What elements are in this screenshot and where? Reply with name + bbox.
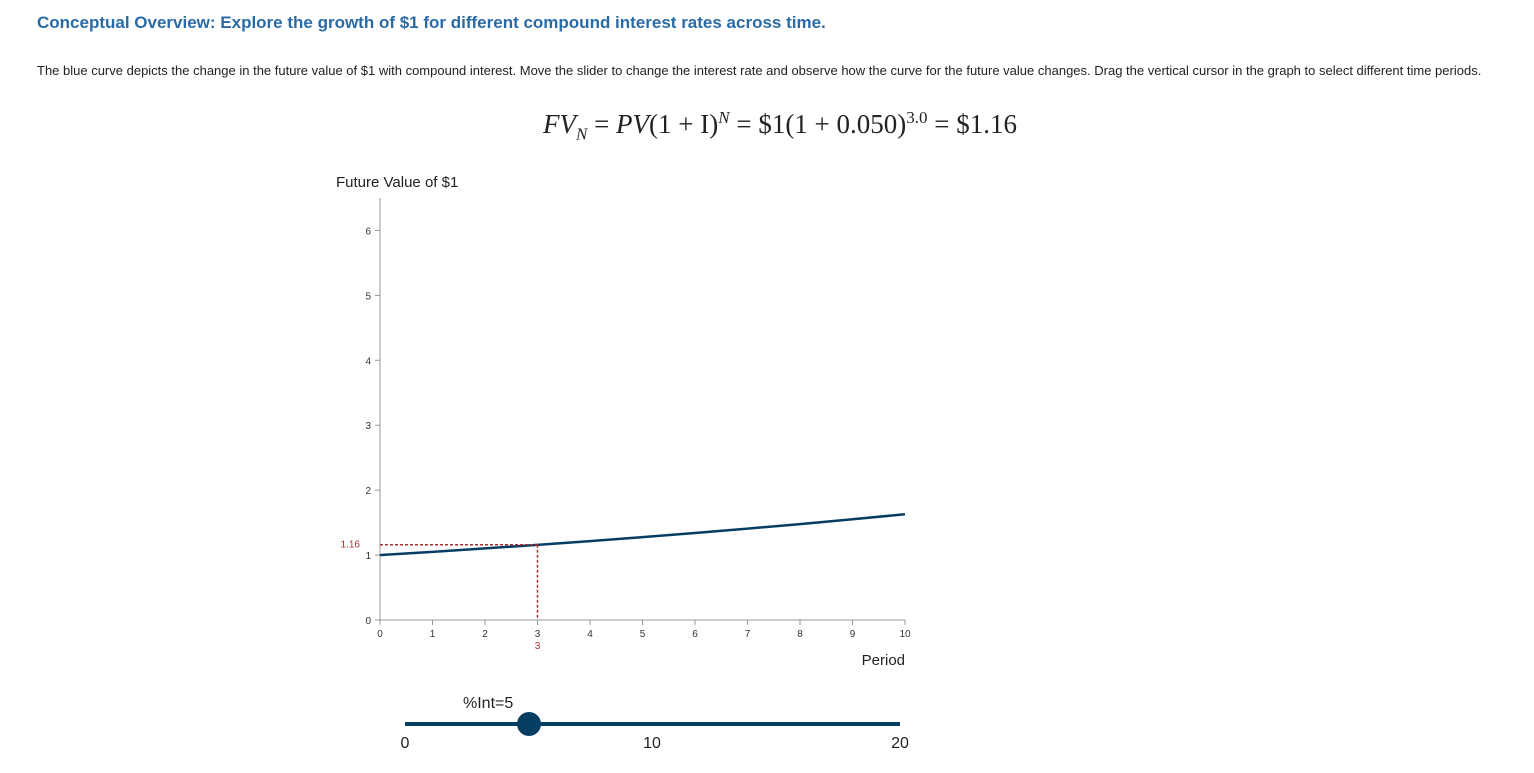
slider-tick-mid: 10 — [643, 735, 661, 752]
formula-exp-val: 3.0 — [906, 108, 928, 127]
formula-eq1: = — [587, 109, 617, 139]
chart-title: Future Value of $1 — [336, 174, 458, 191]
x-tick-label: 1 — [430, 629, 436, 640]
formula: FVN = PV(1 + I)N = $1(1 + 0.050)3.0 = $1… — [0, 108, 1534, 144]
x-tick-label: 8 — [797, 629, 803, 640]
x-tick-label: 7 — [745, 629, 751, 640]
x-tick-label: 5 — [640, 629, 646, 640]
slider-label: %Int=5 — [463, 695, 514, 712]
formula-fv-sub: N — [575, 124, 588, 144]
cursor-x-label: 3 — [535, 641, 541, 652]
x-tick-label: 2 — [482, 629, 488, 640]
formula-exp-n: N — [718, 108, 730, 127]
future-value-line — [379, 513, 906, 557]
cursor-y-label: 1.16 — [341, 540, 361, 551]
y-tick-label: 3 — [365, 421, 371, 432]
description-text: The blue curve depicts the change in the… — [37, 63, 1482, 78]
x-tick-label: 9 — [850, 629, 856, 640]
x-tick-label: 4 — [587, 629, 593, 640]
x-tick-label: 6 — [692, 629, 698, 640]
y-tick-label: 6 — [365, 226, 371, 237]
slider-track[interactable] — [405, 722, 900, 726]
interest-slider[interactable]: %Int=5 0 10 20 — [401, 690, 909, 760]
slider-thumb[interactable] — [516, 712, 541, 736]
x-axis-label: Period — [862, 652, 905, 669]
formula-result: = $1.16 — [927, 109, 1018, 139]
slider-tick-max: 20 — [891, 735, 909, 752]
formula-pv: PV — [616, 109, 650, 139]
formula-paren: (1 + I) — [649, 109, 719, 139]
y-tick-label: 0 — [365, 616, 371, 627]
y-tick-label: 2 — [365, 486, 371, 497]
x-tick-label: 0 — [377, 629, 383, 640]
slider-tick-min: 0 — [400, 735, 410, 752]
axes: 0 1 2 3 4 5 6 0 1 2 3 4 5 6 7 8 9 10 — [365, 198, 911, 640]
y-tick-label: 1 — [365, 551, 371, 562]
y-tick-label: 5 — [365, 291, 371, 302]
x-tick-label: 3 — [535, 629, 541, 640]
series-layer — [379, 513, 906, 557]
page-title: Conceptual Overview: Explore the growth … — [37, 13, 826, 32]
y-tick-label: 4 — [365, 356, 371, 367]
cursor-layer[interactable]: 1.16 3 — [341, 540, 541, 652]
formula-eq2: = $1(1 + 0.050) — [729, 109, 907, 139]
formula-fv: FV — [542, 109, 576, 139]
x-tick-label: 10 — [899, 629, 911, 640]
